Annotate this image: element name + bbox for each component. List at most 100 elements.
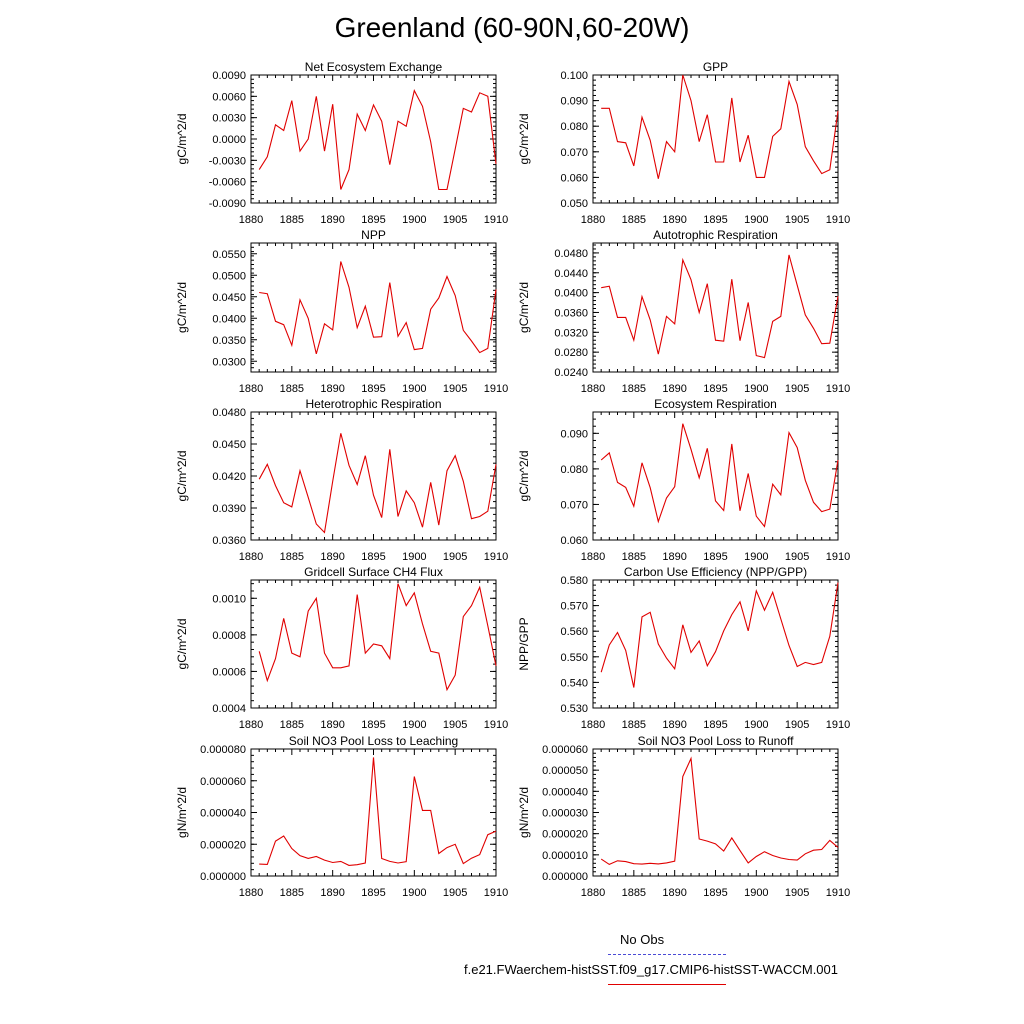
chart-panel-3: 1880 1885 1890 1895 1900 1905 1910 0.0300 0.0350… [175,228,508,395]
y-tick-label: 0.0400 [212,313,246,325]
panel-title: Carbon Use Efficiency (NPP/GPP) [624,565,807,579]
x-tick-label: 1910 [826,887,850,899]
x-tick-label: 1890 [320,887,344,899]
y-tick-label: 0.100 [560,70,588,82]
y-tick-label: 0.0420 [212,471,246,483]
x-tick-label: 1900 [402,551,426,563]
series-line [259,757,497,866]
y-tick-label: 0.080 [560,121,588,133]
x-tick-label: 1905 [785,214,809,226]
x-tick-label: 1910 [826,719,850,731]
legend-swatch-no-obs [608,954,726,955]
x-tick-label: 1885 [622,214,646,226]
y-tick-label: 0.000010 [542,850,588,862]
x-tick-label: 1900 [402,887,426,899]
x-tick-label: 1905 [785,887,809,899]
y-tick-label: 0.0000 [212,134,246,146]
y-tick-label: 0.0360 [554,307,588,319]
x-tick-label: 1900 [744,383,768,395]
plot-frame [250,242,497,373]
x-tick-label: 1885 [280,214,304,226]
x-tick-label: 1895 [703,719,727,731]
chart-panel-5: 1880 1885 1890 1895 1900 1905 1910 0.0360 0.0390… [175,397,508,563]
y-tick-label: 0.0060 [212,91,246,103]
y-tick-label: 0.0450 [212,439,246,451]
y-tick-label: 0.0010 [212,593,246,605]
x-tick-label: 1905 [785,383,809,395]
y-tick-label: 0.570 [560,601,588,613]
y-tick-label: 0.0300 [212,356,246,368]
x-tick-label: 1895 [361,214,385,226]
y-tick-label: 0.0360 [212,535,246,547]
x-tick-label: 1910 [484,551,508,563]
x-tick-label: 1895 [361,551,385,563]
series-line [601,254,839,359]
x-tick-label: 1910 [826,214,850,226]
series-line [600,423,839,528]
y-tick-label: 0.070 [560,499,588,511]
y-tick-label: 0.0480 [554,248,588,260]
y-tick-label: 0.000020 [542,829,588,841]
x-tick-label: 1900 [402,383,426,395]
y-tick-label: 0.0004 [212,703,246,715]
y-tick-label: 0.000030 [542,808,588,820]
y-tick-label: 0.000080 [200,744,246,756]
x-tick-label: 1910 [826,383,850,395]
y-axis-label: gC/m^2/d [517,451,531,502]
x-tick-label: 1910 [826,551,850,563]
y-axis-label: gC/m^2/d [517,282,531,333]
chart-panel-4: 1880 1885 1890 1895 1900 1905 1910 0.0240 0.0280… [517,228,850,395]
x-tick-label: 1880 [239,887,263,899]
y-tick-label: 0.0030 [212,113,246,125]
y-tick-label: 0.000000 [200,871,246,883]
panel-title: GPP [703,60,728,74]
x-tick-label: 1890 [662,383,686,395]
y-tick-label: 0.000040 [200,808,246,820]
x-tick-label: 1905 [443,383,467,395]
y-tick-label: 0.000020 [200,839,246,851]
plot-frame [592,579,839,709]
legend-label-no-obs: No Obs [620,932,665,947]
y-tick-label: 0.0550 [212,249,246,261]
x-tick-label: 1910 [484,887,508,899]
x-tick-label: 1890 [662,214,686,226]
legend-swatch-model-run [608,984,726,985]
series-line [600,756,839,866]
y-axis-label: gC/m^2/d [175,619,189,670]
x-tick-label: 1885 [622,551,646,563]
y-tick-label: 0.000050 [542,765,588,777]
y-tick-label: 0.0390 [212,503,246,515]
series-line [600,582,839,688]
x-tick-label: 1895 [703,214,727,226]
panel-title: Autotrophic Respiration [653,228,778,242]
y-tick-label: 0.0500 [212,270,246,282]
chart-panel-1: 1880 1885 1890 1895 1900 1905 1910 -0.0090 -0.00… [175,60,508,226]
y-tick-label: 0.0090 [212,70,246,82]
panel-title: Soil NO3 Pool Loss to Runoff [638,734,795,748]
x-tick-label: 1880 [581,551,605,563]
x-tick-label: 1890 [320,551,344,563]
x-tick-label: 1895 [361,719,385,731]
y-axis-label: gC/m^2/d [175,114,189,165]
y-axis-label: gC/m^2/d [175,451,189,502]
y-axis-label: gC/m^2/d [517,114,531,165]
x-tick-label: 1880 [239,719,263,731]
chart-panel-9: 1880 1885 1890 1895 1900 1905 1910 0.000000 0.00… [175,734,508,899]
plot-frame [250,748,497,877]
x-tick-label: 1885 [280,887,304,899]
x-tick-label: 1905 [443,719,467,731]
x-tick-label: 1890 [320,214,344,226]
x-tick-label: 1905 [785,551,809,563]
chart-panel-8: 1880 1885 1890 1895 1900 1905 1910 0.530 0.540 0.… [517,565,850,731]
x-tick-label: 1890 [662,887,686,899]
panel-title: Ecosystem Respiration [654,397,777,411]
x-tick-label: 1895 [703,383,727,395]
series-line [259,261,497,355]
x-tick-label: 1885 [622,887,646,899]
x-tick-label: 1900 [402,214,426,226]
x-tick-label: 1890 [320,383,344,395]
x-tick-label: 1905 [443,214,467,226]
x-tick-label: 1880 [581,719,605,731]
y-axis-label: gN/m^2/d [175,787,189,838]
panel-title: Gridcell Surface CH4 Flux [304,565,443,579]
